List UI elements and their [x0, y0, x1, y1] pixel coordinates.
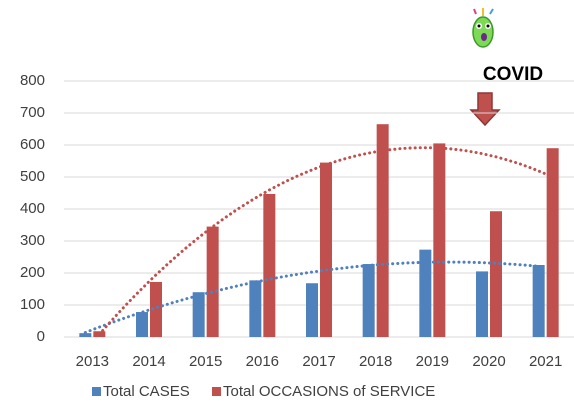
- bar: [362, 264, 375, 337]
- bar: [150, 281, 162, 337]
- x-tick-label: 2021: [529, 353, 562, 370]
- x-tick-label: 2018: [359, 353, 392, 370]
- x-tick-label: 2013: [76, 353, 109, 370]
- y-tick-label: 0: [37, 328, 45, 345]
- legend-swatch: [212, 387, 221, 396]
- bar: [320, 162, 332, 337]
- bar: [433, 143, 446, 337]
- bar: [476, 271, 488, 337]
- trendline: [83, 260, 541, 334]
- bar: [490, 211, 502, 337]
- x-tick-label: 2014: [132, 353, 165, 370]
- y-tick-label: 500: [20, 168, 45, 185]
- x-tick-label: 2017: [302, 353, 335, 370]
- x-tick-label: 2019: [416, 353, 449, 370]
- bar: [419, 249, 432, 337]
- bar: [306, 283, 318, 337]
- annotation-arrow: [469, 92, 501, 127]
- x-tick-label: 2020: [472, 353, 505, 370]
- bar: [249, 280, 262, 337]
- y-tick-label: 100: [20, 296, 45, 313]
- bar: [263, 193, 276, 337]
- legend-label: Total CASES: [103, 383, 190, 400]
- virus-icon: [472, 8, 494, 48]
- bar: [532, 265, 545, 337]
- legend-swatch: [92, 387, 101, 396]
- bar: [206, 226, 219, 337]
- y-tick-label: 600: [20, 136, 45, 153]
- bar: [376, 124, 389, 337]
- y-tick-label: 700: [20, 104, 45, 121]
- x-tick-label: 2015: [189, 353, 222, 370]
- y-tick-label: 800: [20, 72, 45, 89]
- x-tick-label: 2016: [246, 353, 279, 370]
- y-tick-label: 400: [20, 200, 45, 217]
- y-tick-label: 200: [20, 264, 45, 281]
- bar: [192, 292, 205, 337]
- y-tick-label: 300: [20, 232, 45, 249]
- bar: [136, 312, 148, 337]
- annotation: COVID: [483, 64, 543, 85]
- trendline: [97, 146, 555, 336]
- bar: [546, 148, 559, 337]
- bar: [79, 333, 92, 337]
- legend-label: Total OCCASIONS of SERVICE: [223, 383, 435, 400]
